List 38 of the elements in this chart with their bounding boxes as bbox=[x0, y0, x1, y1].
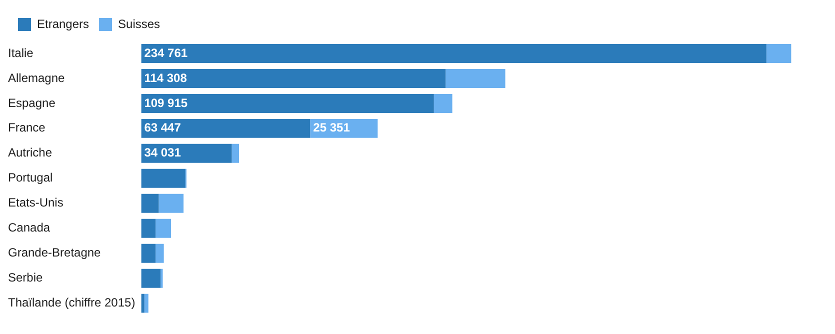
bar bbox=[158, 194, 184, 213]
data-label: 34 031 bbox=[144, 146, 182, 160]
bar bbox=[141, 218, 156, 238]
bar bbox=[156, 244, 164, 263]
bar bbox=[141, 268, 161, 288]
y-tick-label: Espagne bbox=[8, 96, 56, 110]
y-tick-label: France bbox=[8, 120, 46, 135]
y-tick-label: Allemagne bbox=[8, 70, 66, 85]
y-tick-label: Etats-Unis bbox=[8, 196, 64, 210]
bar bbox=[141, 144, 232, 163]
y-tick-label: Autriche bbox=[8, 146, 52, 160]
bar bbox=[766, 44, 792, 63]
data-label: 234 761 bbox=[144, 46, 188, 60]
y-tick-label: Portugal bbox=[8, 170, 53, 185]
bar bbox=[141, 68, 446, 88]
data-label: 109 915 bbox=[144, 96, 188, 110]
bar bbox=[141, 118, 310, 138]
bar bbox=[141, 244, 156, 263]
y-tick-label: Serbie bbox=[8, 270, 44, 285]
y-tick-label: Canada bbox=[8, 220, 50, 235]
y-tick-label: Thaïlande (chiffre 2015) bbox=[8, 296, 136, 310]
bar bbox=[446, 68, 506, 88]
legend-label: Suisses bbox=[118, 16, 160, 31]
data-label: 114 308 bbox=[144, 70, 188, 85]
bar bbox=[156, 218, 172, 238]
bar bbox=[141, 294, 144, 313]
bar bbox=[141, 94, 434, 113]
data-label: 25 351 bbox=[313, 120, 350, 135]
data-label: 63 447 bbox=[144, 120, 182, 135]
bar bbox=[141, 44, 766, 63]
bar bbox=[144, 294, 148, 313]
y-tick-label: Grande-Bretagne bbox=[8, 246, 102, 260]
bar bbox=[141, 194, 159, 213]
bar bbox=[141, 168, 186, 188]
bar bbox=[434, 94, 452, 113]
y-tick-label: Italie bbox=[8, 46, 34, 60]
legend-label: Etrangers bbox=[37, 16, 90, 31]
bar bbox=[232, 144, 240, 163]
